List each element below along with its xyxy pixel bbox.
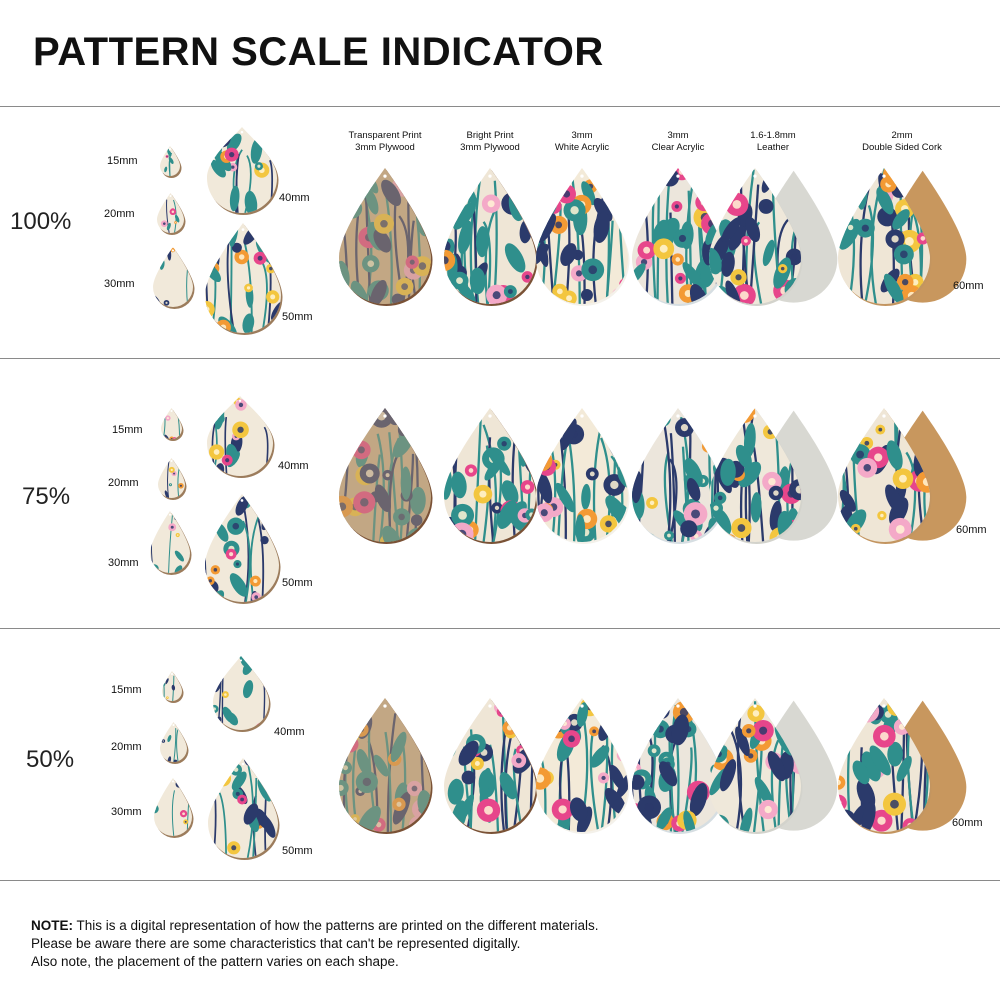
size-sample-teardrop-icon bbox=[205, 494, 281, 604]
material-line-1: 3mm bbox=[571, 130, 593, 141]
size-label: 50mm bbox=[282, 577, 313, 589]
scale-percentage: 50% bbox=[26, 746, 75, 773]
size-label: 20mm bbox=[111, 741, 142, 753]
teardrop-plywood-transparent-icon bbox=[339, 408, 433, 544]
material-line-2: White Acrylic bbox=[554, 142, 610, 153]
teardrop-white-acrylic-icon bbox=[536, 698, 630, 834]
divider bbox=[0, 106, 1000, 107]
size-label: 40mm bbox=[279, 192, 310, 204]
scale-percentage: 75% bbox=[22, 483, 71, 510]
size-label: 40mm bbox=[274, 726, 305, 738]
material-header: 1.6-1.8mm Leather bbox=[718, 130, 828, 154]
size-label: 30mm bbox=[104, 278, 135, 290]
teardrop-cork-icon bbox=[838, 168, 967, 306]
size-label: 50mm bbox=[282, 845, 313, 857]
note-text-1: This is a digital representation of how … bbox=[73, 918, 599, 933]
divider bbox=[0, 628, 1000, 629]
material-line-2: Clear Acrylic bbox=[651, 142, 705, 153]
size-sample-teardrop-icon bbox=[207, 127, 279, 215]
material-line-2: 3mm Plywood bbox=[355, 142, 415, 153]
note-line-3: Also note, the placement of the pattern … bbox=[31, 954, 399, 969]
scale-percentage: 100% bbox=[10, 208, 72, 235]
teardrop-leather-icon bbox=[709, 168, 838, 306]
material-line-1: 2mm bbox=[891, 130, 913, 141]
size-sample-teardrop-icon bbox=[162, 671, 184, 703]
size-sample-teardrop-icon bbox=[213, 656, 271, 732]
material-line-1: Bright Print bbox=[466, 130, 514, 141]
material-header: 3mm Clear Acrylic bbox=[623, 130, 733, 154]
page-title: PATTERN SCALE INDICATOR bbox=[33, 30, 604, 74]
teardrop-leather-icon bbox=[709, 408, 838, 544]
main-size-label: 60mm bbox=[953, 280, 984, 292]
size-sample-teardrop-icon bbox=[159, 722, 188, 764]
note-label: NOTE: bbox=[31, 918, 73, 933]
note-line-2: Please be aware there are some character… bbox=[31, 936, 521, 951]
size-label: 30mm bbox=[108, 557, 139, 569]
size-sample-teardrop-icon bbox=[205, 223, 283, 335]
note-line-1: NOTE: This is a digital representation o… bbox=[31, 917, 599, 935]
teardrop-clear-acrylic-icon bbox=[632, 698, 726, 834]
divider bbox=[0, 358, 1000, 359]
size-label: 15mm bbox=[107, 155, 138, 167]
main-size-label: 60mm bbox=[956, 524, 987, 536]
size-sample-teardrop-icon bbox=[156, 193, 185, 235]
material-line-2: 3mm Plywood bbox=[460, 142, 520, 153]
size-sample-teardrop-icon bbox=[157, 458, 186, 500]
teardrop-plywood-bright-icon bbox=[444, 168, 538, 306]
size-sample-teardrop-icon bbox=[154, 778, 194, 838]
size-sample-teardrop-icon bbox=[153, 247, 195, 309]
divider bbox=[0, 880, 1000, 881]
material-line-1: 3mm bbox=[667, 130, 689, 141]
material-header: Bright Print 3mm Plywood bbox=[435, 130, 545, 154]
material-header: Transparent Print 3mm Plywood bbox=[330, 130, 440, 154]
material-line-2: Leather bbox=[756, 142, 790, 153]
size-label: 20mm bbox=[104, 208, 135, 220]
material-line-1: Transparent Print bbox=[348, 130, 422, 141]
size-sample-teardrop-icon bbox=[160, 146, 182, 178]
teardrop-plywood-bright-icon bbox=[444, 698, 538, 834]
teardrop-cork-icon bbox=[838, 408, 967, 544]
size-sample-teardrop-icon bbox=[208, 758, 280, 860]
size-label: 30mm bbox=[111, 806, 142, 818]
size-label: 20mm bbox=[108, 477, 139, 489]
material-line-2: Double Sided Cork bbox=[862, 142, 942, 153]
size-label: 50mm bbox=[282, 311, 313, 323]
teardrop-leather-icon bbox=[709, 698, 838, 834]
size-label: 15mm bbox=[112, 424, 143, 436]
size-sample-teardrop-icon bbox=[207, 396, 275, 478]
size-sample-teardrop-icon bbox=[150, 511, 192, 575]
size-label: 15mm bbox=[111, 684, 142, 696]
teardrop-cork-icon bbox=[838, 698, 967, 834]
material-header: 3mm White Acrylic bbox=[527, 130, 637, 154]
size-label: 40mm bbox=[278, 460, 309, 472]
teardrop-white-acrylic-icon bbox=[536, 168, 630, 306]
main-size-label: 60mm bbox=[952, 817, 983, 829]
size-sample-teardrop-icon bbox=[160, 407, 183, 441]
teardrop-white-acrylic-icon bbox=[536, 408, 630, 544]
teardrop-plywood-transparent-icon bbox=[339, 698, 433, 834]
note: NOTE: This is a digital representation o… bbox=[31, 917, 599, 971]
teardrop-plywood-bright-icon bbox=[444, 408, 538, 544]
teardrop-plywood-transparent-icon bbox=[339, 168, 433, 306]
material-header: 2mm Double Sided Cork bbox=[847, 130, 957, 154]
material-line-1: 1.6-1.8mm bbox=[750, 130, 796, 141]
teardrop-clear-acrylic-icon bbox=[632, 168, 726, 306]
